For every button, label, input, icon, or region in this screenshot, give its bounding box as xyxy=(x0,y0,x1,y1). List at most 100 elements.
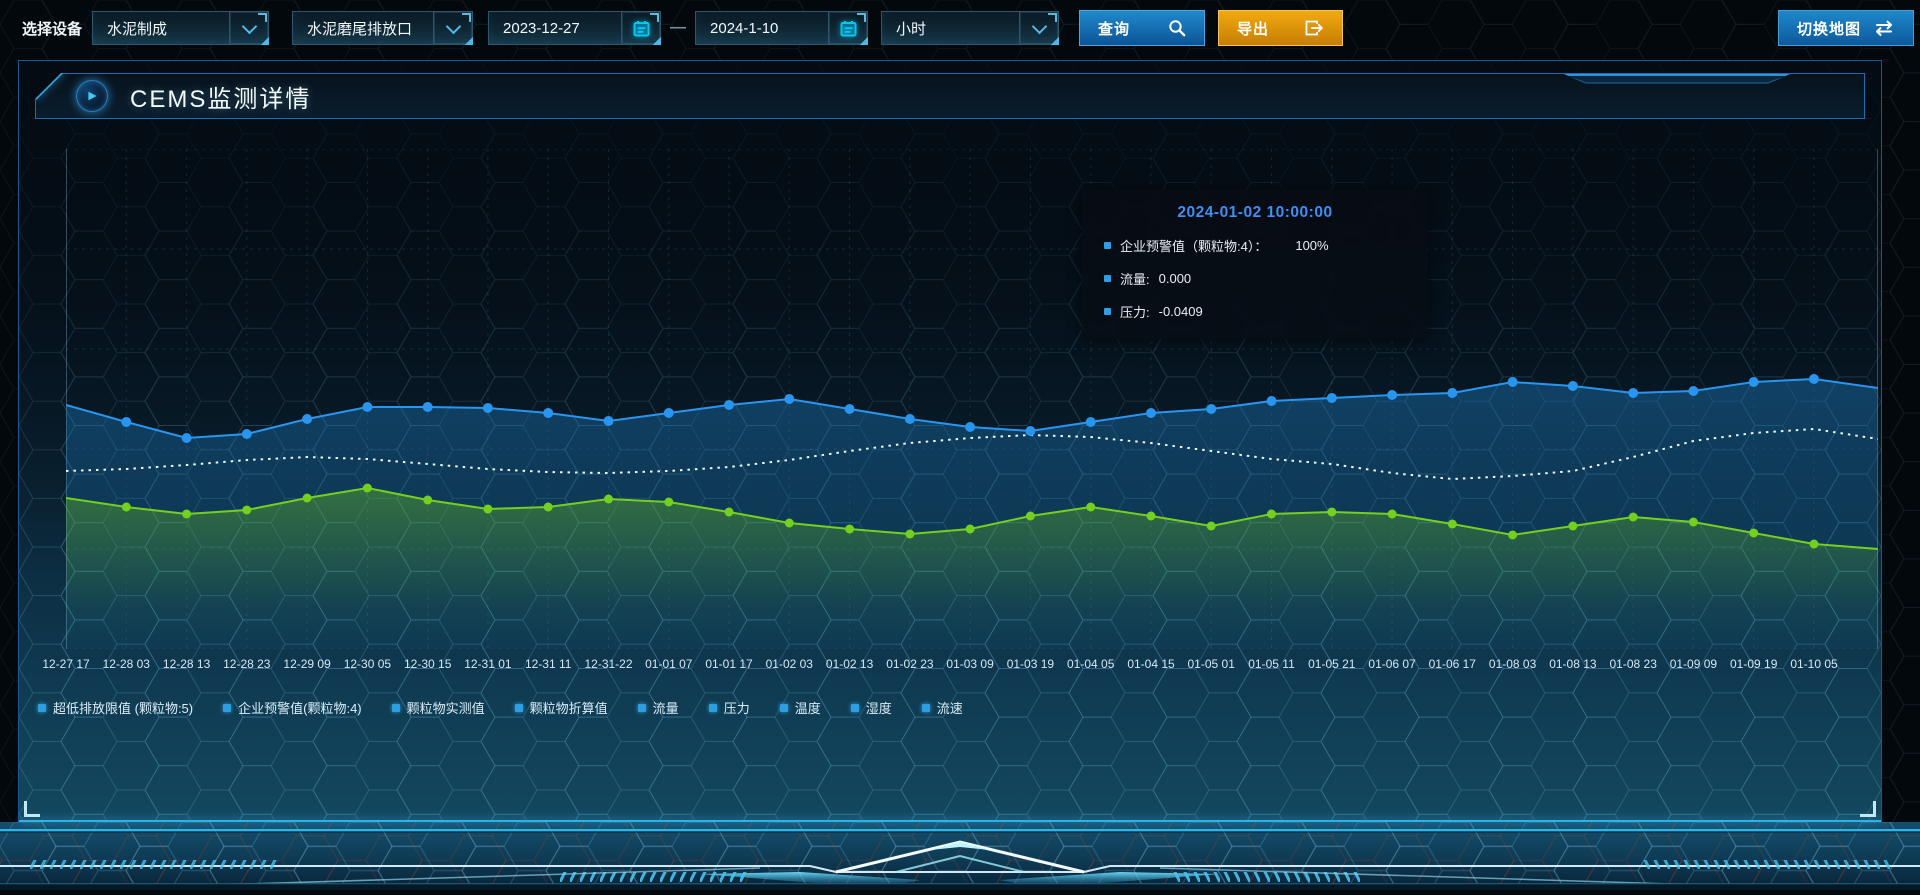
calendar-icon xyxy=(633,20,650,36)
x-axis-label: 12-28 23 xyxy=(223,657,271,671)
device-select-label: 选择设备 xyxy=(22,20,83,38)
x-axis-label: 01-01 17 xyxy=(705,657,753,671)
x-axis-label: 01-05 21 xyxy=(1308,657,1356,671)
switch-map-button[interactable]: 切换地图 xyxy=(1778,10,1914,46)
interval-select[interactable]: 小时 xyxy=(881,11,1060,45)
tooltip-label: 流量: xyxy=(1120,272,1150,287)
x-axis-label: 01-04 15 xyxy=(1127,657,1175,671)
chevron-down-icon xyxy=(445,18,461,34)
legend-item[interactable]: 压力 xyxy=(708,698,750,717)
start-date-calendar-cell[interactable] xyxy=(621,12,660,44)
end-date-picker[interactable]: 2024-1-10 xyxy=(695,11,869,45)
legend-label: 流量 xyxy=(652,701,679,716)
search-icon xyxy=(1169,20,1186,37)
legend-item[interactable]: 流量 xyxy=(637,698,679,717)
x-axis-label: 12-31-22 xyxy=(584,657,633,671)
panel-corner-accent-right xyxy=(1860,801,1876,817)
x-axis-label: 12-28 13 xyxy=(162,657,211,671)
legend-marker-icon xyxy=(223,703,232,712)
calendar-icon xyxy=(840,20,857,36)
legend-item[interactable]: 温度 xyxy=(779,698,821,717)
panel-title: CEMS监测详情 xyxy=(130,85,312,113)
legend-marker-icon xyxy=(391,703,400,712)
x-axis-label: 01-01 07 xyxy=(645,657,693,671)
chart-plot-area[interactable] xyxy=(65,148,1879,650)
header-corner-accent xyxy=(35,73,65,100)
panel-header: CEMS监测详情 xyxy=(35,73,1865,119)
x-axis-label: 12-28 03 xyxy=(102,657,150,671)
legend-item[interactable]: 流速 xyxy=(921,698,963,717)
chevron-down-icon xyxy=(241,18,257,34)
legend-marker-icon xyxy=(921,703,930,712)
chevron-down-icon xyxy=(1031,18,1047,34)
x-axis-label: 12-29 09 xyxy=(283,657,331,671)
tooltip-value: -0.0409 xyxy=(1158,304,1203,319)
tooltip-value: 100% xyxy=(1295,238,1329,253)
cems-line-chart[interactable] xyxy=(65,148,1879,650)
device-select[interactable]: 水泥制成 xyxy=(92,11,270,45)
export-icon xyxy=(1305,20,1324,36)
tooltip-value: 0.000 xyxy=(1158,271,1192,286)
chart-tooltip: 2024-01-02 10:00:00 企业预警值（颗粒物:4）： 100% 流量:… xyxy=(1082,189,1428,339)
legend-label: 颗粒物实测值 xyxy=(406,701,485,716)
interval-select-value: 小时 xyxy=(896,20,927,38)
legend-item[interactable]: 颗粒物实测值 xyxy=(391,698,485,717)
x-axis-label: 12-30 05 xyxy=(343,657,392,671)
tooltip-row: 流量: 0.000 xyxy=(1104,269,1406,288)
start-date-picker[interactable]: 2023-12-27 xyxy=(488,11,662,45)
legend-marker-icon xyxy=(850,703,859,712)
x-axis-label: 01-03 19 xyxy=(1006,657,1055,671)
outlet-select[interactable]: 水泥磨尾排放口 xyxy=(292,11,474,45)
tooltip-row: 企业预警值（颗粒物:4）： 100% xyxy=(1104,236,1406,255)
legend-label: 压力 xyxy=(723,701,750,716)
legend-item[interactable]: 超低排放限值 (颗粒物:5) xyxy=(38,698,193,717)
x-axis-label: 12-31 01 xyxy=(464,657,512,671)
switch-map-label: 切换地图 xyxy=(1797,20,1862,38)
tooltip-timestamp: 2024-01-02 10:00:00 xyxy=(1177,204,1333,221)
legend-label: 颗粒物折算值 xyxy=(529,701,608,716)
legend-marker-icon xyxy=(38,703,46,712)
x-axis-label: 01-06 17 xyxy=(1428,657,1476,671)
tooltip-marker-icon xyxy=(1104,308,1111,315)
swap-arrows-icon xyxy=(1876,20,1892,36)
legend-marker-icon xyxy=(708,703,717,712)
legend-item[interactable]: 颗粒物折算值 xyxy=(514,698,608,717)
tooltip-marker-icon xyxy=(1104,275,1111,282)
x-axis-labels: 12-27 17 12-28 03 12-28 13 12-28 23 12-29 09… xyxy=(42,657,1878,675)
toolbar: 选择设备 水泥制成 水泥磨尾排放口 2023-12-27 — xyxy=(0,0,1920,56)
query-button-label: 查询 xyxy=(1098,20,1131,38)
export-button[interactable]: 导出 xyxy=(1218,10,1344,46)
panel-corner-accent-left xyxy=(24,801,40,817)
end-date-calendar-cell[interactable] xyxy=(828,12,867,44)
chart-legend: 超低排放限值 (颗粒物:5) 企业预警值(颗粒物:4) 颗粒物实测值 颗粒物折算值 流量… xyxy=(38,698,963,717)
x-axis-label: 01-04 05 xyxy=(1067,657,1115,671)
x-axis-label: 01-05 01 xyxy=(1187,657,1235,671)
play-icon xyxy=(88,91,97,101)
x-axis-label: 01-08 23 xyxy=(1609,657,1657,671)
device-select-chevron-cell[interactable] xyxy=(229,12,268,44)
outlet-select-chevron-cell[interactable] xyxy=(433,12,472,44)
legend-label: 超低排放限值 (颗粒物:5) xyxy=(53,701,194,716)
tooltip-label: 企业预警值（颗粒物:4）： xyxy=(1120,239,1268,254)
query-button[interactable]: 查询 xyxy=(1079,10,1206,46)
x-axis-label: 01-02 23 xyxy=(886,657,934,671)
tooltip-row: 压力: -0.0409 xyxy=(1104,302,1406,321)
interval-select-chevron-cell[interactable] xyxy=(1019,12,1058,44)
end-date-value: 2024-1-10 xyxy=(710,19,779,37)
tooltip-rows: 企业预警值（颗粒物:4）： 100% 流量: 0.000 压力: -0.0409 xyxy=(1104,236,1406,321)
legend-label: 温度 xyxy=(794,701,821,716)
x-axis-label: 12-27 17 xyxy=(42,657,90,671)
legend-label: 流速 xyxy=(936,701,963,716)
bottom-frame-graphic xyxy=(0,822,1920,890)
outlet-select-value: 水泥磨尾排放口 xyxy=(307,20,413,38)
x-axis-label: 01-06 07 xyxy=(1368,657,1416,671)
export-button-label: 导出 xyxy=(1237,20,1270,38)
x-axis-label: 01-08 13 xyxy=(1549,657,1597,671)
legend-item[interactable]: 湿度 xyxy=(850,698,892,717)
title-play-icon xyxy=(76,80,108,112)
x-axis-label: 01-02 13 xyxy=(825,657,874,671)
tooltip-label: 压力: xyxy=(1120,305,1150,320)
x-axis-label: 12-31 11 xyxy=(524,657,572,671)
legend-item[interactable]: 企业预警值(颗粒物:4) xyxy=(223,698,362,717)
